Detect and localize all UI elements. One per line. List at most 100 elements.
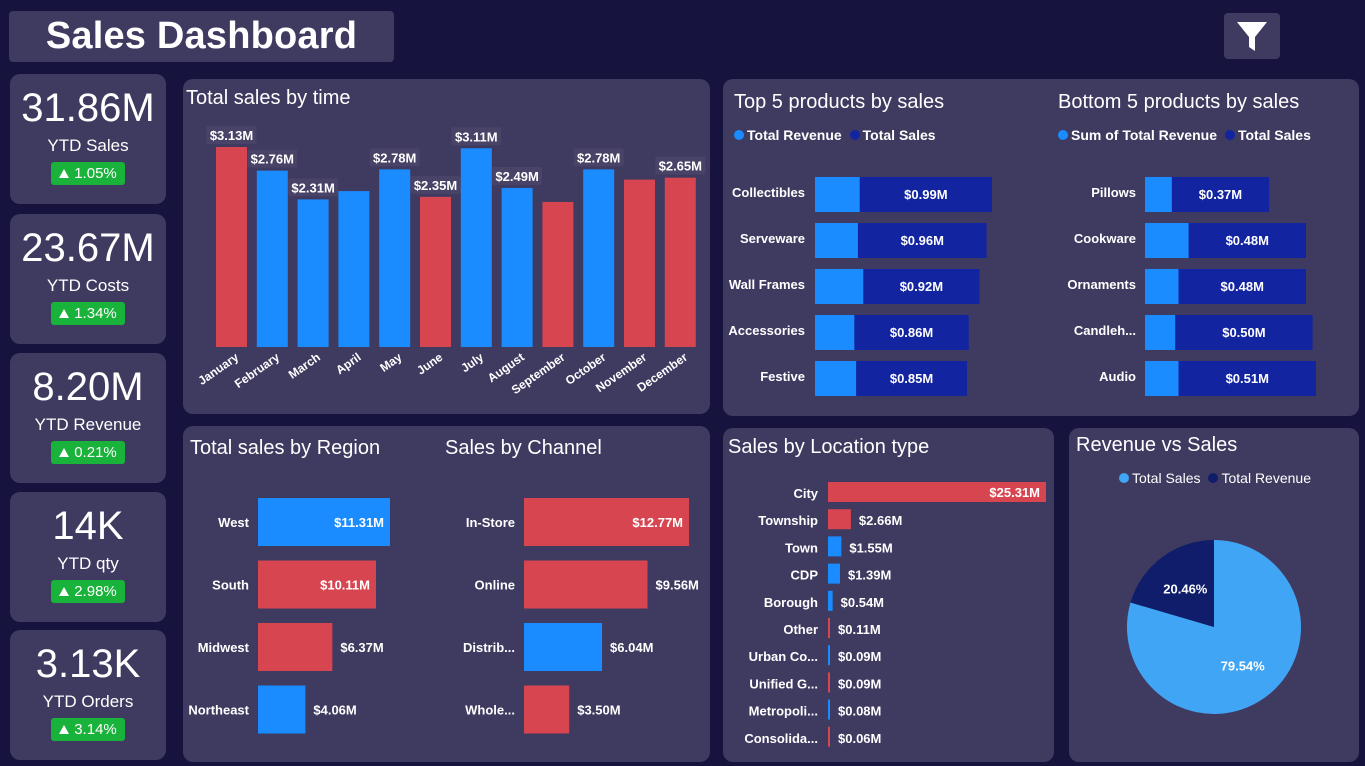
pie-slice <box>1130 540 1214 627</box>
kpi-value: 31.86M <box>21 86 155 130</box>
legend-dot <box>1224 130 1235 140</box>
data-label: $0.92M <box>900 279 943 294</box>
category-label: South <box>212 578 249 593</box>
filter-button[interactable] <box>1224 13 1280 59</box>
data-label: $3.50M <box>577 703 620 718</box>
data-label-bg <box>410 175 461 194</box>
data-label: $0.08M <box>838 704 881 719</box>
product-label: Audio <box>1099 369 1136 384</box>
pie-label: 20.46% <box>1163 582 1208 597</box>
location-label: CDP <box>791 568 819 583</box>
up-arrow-icon <box>59 587 70 596</box>
revenue-bar <box>1145 177 1172 212</box>
pie-chart: 79.54% 20.46% <box>1127 540 1301 714</box>
bar <box>258 498 390 546</box>
kpi-card: 14K YTD qty 2.98% <box>10 492 166 622</box>
top5-title: Top 5 products by sales <box>734 91 945 113</box>
region-chart-title: Total sales by Region <box>190 437 381 459</box>
product-label: Ornaments <box>1067 277 1136 292</box>
up-arrow-icon <box>59 169 70 178</box>
kpi-label: YTD Revenue <box>34 415 142 434</box>
bar <box>524 560 648 609</box>
revenue-bar <box>1145 269 1179 304</box>
location-label: Metropoli... <box>749 704 818 719</box>
legend-dot <box>849 130 860 140</box>
time-bar <box>501 187 533 347</box>
kpi-value: 8.20M <box>32 365 144 409</box>
product-label: Serveware <box>740 231 805 246</box>
data-label: $0.06M <box>838 731 881 746</box>
revenue-bar <box>1145 315 1176 350</box>
time-bar <box>256 170 288 347</box>
category-label: In-Store <box>466 515 515 530</box>
bar <box>524 623 603 671</box>
location-label: Urban Co... <box>749 649 818 664</box>
data-label: $0.48M <box>1226 233 1269 248</box>
x-tick-label: April <box>333 350 363 377</box>
legend-total-sales: Total Sales <box>862 127 936 143</box>
x-tick-label: July <box>458 350 486 375</box>
time-bar <box>379 169 411 347</box>
products-chart: Collectibles $0.99M Serveware $0.96M Wall Fr… <box>728 177 1316 396</box>
data-label: $3.11M <box>455 129 498 144</box>
data-label: $3.13M <box>210 128 253 143</box>
kpi-card: 23.67M YTD Costs 1.34% <box>10 214 166 344</box>
data-label: $6.04M <box>610 640 653 655</box>
data-label: $0.37M <box>1199 187 1242 202</box>
legend-total-sales: Total Sales <box>1237 127 1311 143</box>
kpi-change: 1.05% <box>74 165 117 182</box>
kpi-change-badge: 2.98% <box>51 580 125 603</box>
kpi-label: YTD Orders <box>42 692 134 711</box>
pie-legend: Total Sales Total Revenue <box>1119 470 1311 486</box>
bar <box>524 498 689 546</box>
location-bar <box>828 645 830 666</box>
product-label: Wall Frames <box>729 277 805 292</box>
revenue-bar <box>1145 361 1179 396</box>
category-label: Distrib... <box>463 640 515 655</box>
location-bar <box>828 509 851 530</box>
pie-label: 79.54% <box>1221 658 1266 673</box>
data-label-bg <box>573 148 624 167</box>
data-label-bg <box>492 166 543 185</box>
up-arrow-icon <box>59 309 70 318</box>
kpi-value: 14K <box>52 504 124 548</box>
filter-icon <box>1237 22 1267 51</box>
time-bar <box>664 177 696 347</box>
kpi-change-badge: 3.14% <box>51 718 125 741</box>
data-label: $0.85M <box>890 371 933 386</box>
revenue-bar <box>815 223 858 258</box>
x-tick-label: May <box>377 350 404 375</box>
data-label: $0.11M <box>838 622 881 637</box>
location-bar <box>828 699 830 720</box>
data-label: $4.06M <box>313 703 356 718</box>
product-label: Festive <box>760 369 805 384</box>
data-label: $0.48M <box>1221 279 1264 294</box>
product-label: Collectibles <box>732 185 805 200</box>
kpi-card: 31.86M YTD Sales 1.05% <box>10 74 166 204</box>
data-label: $2.66M <box>859 513 902 528</box>
time-bar <box>216 147 247 347</box>
legend-dot <box>734 130 744 140</box>
revenue-bar <box>815 361 857 396</box>
location-label: Consolida... <box>744 731 818 746</box>
data-label: $2.35M <box>414 178 457 193</box>
data-label: $0.09M <box>838 676 881 691</box>
product-label: Candleh... <box>1074 323 1136 338</box>
location-bar <box>828 618 830 638</box>
kpi-change: 2.98% <box>74 583 117 600</box>
channel-chart-title: Sales by Channel <box>445 437 602 459</box>
legend-dot <box>1058 130 1068 140</box>
x-tick-label: June <box>414 350 445 378</box>
location-label: Borough <box>764 595 818 610</box>
bar <box>258 623 333 671</box>
title-box: Sales Dashboard <box>9 11 394 62</box>
location-bar <box>828 482 1046 502</box>
kpi-card: 8.20M YTD Revenue 0.21% <box>10 353 166 483</box>
data-label: $0.96M <box>901 233 944 248</box>
data-label: $2.49M <box>495 169 538 184</box>
product-label: Pillows <box>1091 185 1136 200</box>
location-label: Unified G... <box>749 676 818 691</box>
data-label: $0.50M <box>1222 325 1265 340</box>
location-bar <box>828 672 830 693</box>
